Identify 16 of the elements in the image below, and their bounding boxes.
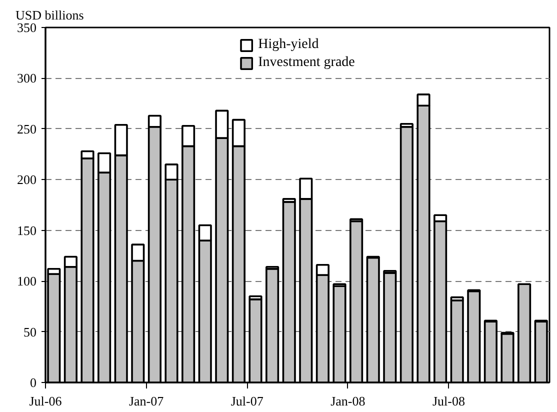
x-tick-label: Jan-08	[330, 394, 366, 408]
x-tick-label: Jul-07	[230, 394, 264, 408]
y-tick-label: 50	[24, 324, 36, 340]
y-tick-label: 300	[17, 70, 36, 86]
x-tick-label: Jan-07	[128, 394, 164, 408]
y-axis-title: USD billions	[16, 8, 84, 22]
y-tick-label: 250	[17, 121, 36, 136]
legend-label: High-yield	[258, 37, 319, 53]
x-tick-label: Jul-08	[432, 394, 465, 408]
y-tick-label: 150	[17, 222, 36, 238]
y-tick-label: 200	[17, 172, 36, 188]
y-tick-label: 350	[17, 20, 36, 35]
legend-label: Investment grade	[258, 55, 355, 71]
y-tick-label: 0	[30, 375, 36, 390]
y-tick-label: 100	[17, 274, 36, 289]
x-tick-label: Jul-06	[29, 394, 62, 408]
